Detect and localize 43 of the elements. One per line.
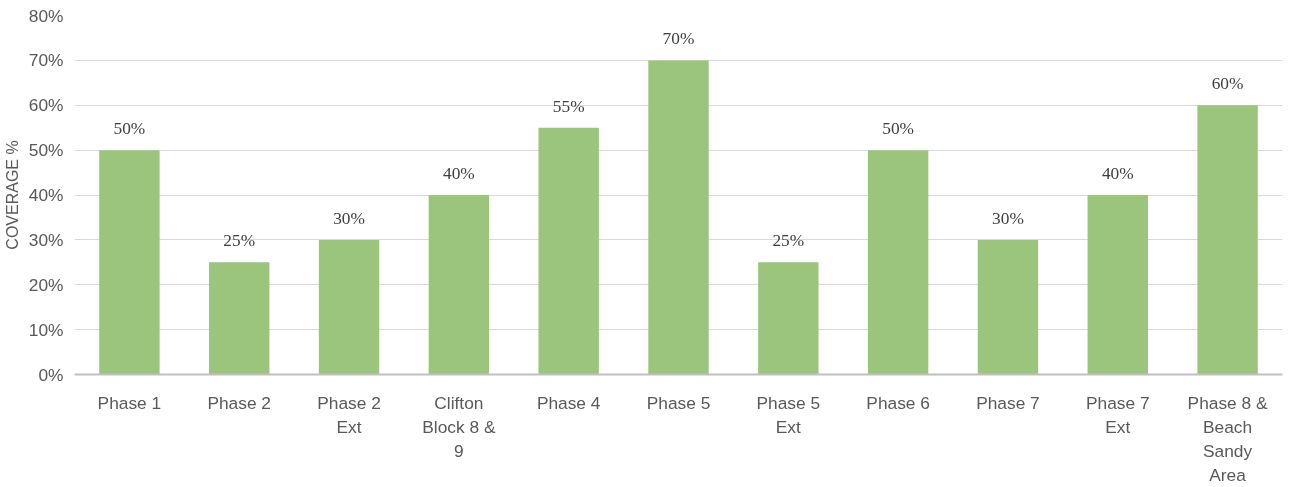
data-label: 30% xyxy=(992,208,1024,228)
y-tick-label: 40% xyxy=(28,185,64,205)
bar xyxy=(428,195,490,375)
data-label: 50% xyxy=(882,119,915,139)
y-tick-label: 80% xyxy=(28,5,64,26)
bar xyxy=(209,262,270,375)
bar xyxy=(318,239,380,375)
y-tick-label: 20% xyxy=(28,274,64,295)
x-tick-label: Phase 5 xyxy=(646,392,711,413)
y-tick-label: 70% xyxy=(28,50,64,71)
x-tick-label: Phase 5 Ext xyxy=(756,392,821,437)
bar xyxy=(1197,105,1258,375)
bar xyxy=(758,262,819,375)
data-label: 30% xyxy=(333,208,365,228)
data-label: 40% xyxy=(442,164,475,183)
bar xyxy=(977,239,1039,375)
x-tick-label: Phase 7 xyxy=(976,392,1040,413)
y-tick-label: 50% xyxy=(28,140,64,161)
x-tick-label: Phase 6 xyxy=(866,392,930,413)
data-label: 55% xyxy=(552,96,585,116)
x-tick-label: Phase 2 xyxy=(207,392,272,413)
data-label: 70% xyxy=(662,29,695,49)
x-tick-label: Phase 2 Ext xyxy=(317,392,381,437)
bar xyxy=(1087,195,1148,375)
y-tick-label: 10% xyxy=(28,319,64,340)
bar xyxy=(867,150,929,375)
x-tick-label: Clifton Block 8 & 9 xyxy=(422,392,496,461)
bar xyxy=(538,127,599,375)
data-label: 60% xyxy=(1211,74,1244,94)
bar xyxy=(648,60,709,375)
y-tick-label: 30% xyxy=(28,229,64,250)
x-tick-label: Phase 7 Ext xyxy=(1085,392,1150,437)
y-tick-label: 0% xyxy=(38,364,64,385)
x-tick-label: Phase 4 xyxy=(536,392,601,413)
data-label: 50% xyxy=(113,119,146,139)
data-label: 25% xyxy=(223,231,256,251)
data-label: 40% xyxy=(1101,164,1134,183)
y-axis-title: COVERAGE % xyxy=(3,140,21,250)
x-tick-label: Phase 8 & Beach Sandy Area xyxy=(1187,392,1269,485)
bar xyxy=(99,150,160,375)
x-tick-label: Phase 1 xyxy=(97,392,162,413)
y-tick-label: 60% xyxy=(28,95,64,116)
data-label: 25% xyxy=(772,231,805,251)
